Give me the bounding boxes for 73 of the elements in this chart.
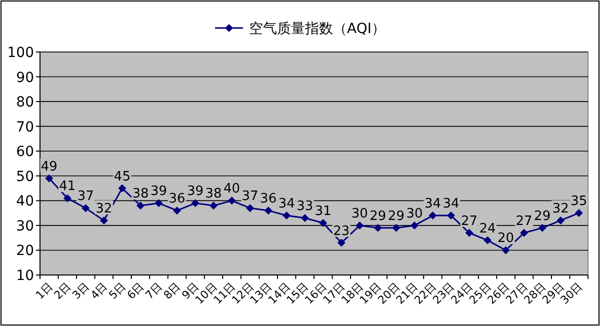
point: [319, 218, 328, 227]
data-label: 45: [114, 169, 130, 184]
y-tick-label: 90: [16, 70, 34, 86]
data-label: 27: [516, 214, 532, 229]
point: [282, 212, 291, 220]
data-label: 30: [406, 206, 423, 222]
point: [82, 204, 90, 212]
point: [374, 224, 382, 232]
legend-label: 空气质量指数（AQI）: [249, 21, 386, 37]
point: [538, 224, 546, 232]
point: [465, 228, 474, 237]
data-label: 29: [370, 208, 386, 224]
y-tick-label: 60: [16, 144, 34, 160]
data-label: 32: [96, 201, 112, 216]
point: [228, 196, 236, 205]
data-label: 39: [150, 184, 168, 200]
point: [574, 209, 583, 218]
point: [63, 194, 72, 202]
y-tick-label: 40: [16, 194, 34, 210]
data-label: 23: [333, 224, 350, 239]
point: [484, 236, 492, 244]
point: [300, 214, 309, 222]
point: [356, 221, 364, 230]
point: [337, 238, 346, 247]
point: [410, 221, 418, 230]
point: [392, 224, 400, 232]
point: [520, 228, 528, 237]
point: [191, 199, 200, 208]
data-label: 27: [460, 214, 478, 229]
data-label: 36: [168, 192, 186, 207]
point: [118, 184, 126, 192]
data-label: 30: [351, 206, 368, 222]
data-label: 37: [242, 189, 258, 204]
data-label: 32: [552, 201, 569, 216]
point: [210, 202, 218, 210]
data-label: 39: [186, 184, 204, 200]
data-label: 38: [205, 186, 222, 202]
point: [428, 212, 437, 220]
point: [173, 206, 181, 215]
data-label: 35: [570, 194, 588, 210]
data-label: 41: [59, 179, 76, 194]
data-label: 31: [314, 204, 332, 219]
y-tick-label: 80: [16, 94, 34, 111]
point: [447, 212, 455, 220]
data-label: 36: [260, 192, 277, 207]
point: [154, 199, 163, 208]
y-tick-label: 10: [16, 268, 34, 284]
y-tick-label: 30: [16, 218, 34, 234]
x-tick-label: 1日: [33, 280, 56, 302]
data-label: 29: [534, 208, 551, 224]
data-label: 40: [224, 182, 240, 197]
y-tick-label: 70: [16, 119, 34, 136]
point: [100, 216, 108, 224]
point: [246, 204, 254, 212]
data-label: 38: [132, 186, 149, 202]
point: [264, 206, 272, 215]
data-label: 20: [498, 231, 514, 246]
point: [45, 174, 54, 182]
data-label: 29: [388, 208, 404, 224]
y-tick-label: 20: [16, 243, 34, 260]
data-label: 37: [77, 189, 94, 204]
data-label: 33: [296, 199, 314, 214]
y-tick-label: 100: [7, 45, 34, 61]
point: [556, 216, 565, 224]
data-label: 34: [424, 196, 442, 212]
data-label: 34: [278, 196, 295, 212]
point: [502, 246, 510, 254]
y-tick-label: 50: [16, 168, 34, 185]
point: [136, 202, 144, 210]
x-tick-label: 3日: [70, 280, 92, 302]
data-label: 34: [442, 196, 460, 212]
data-label: 24: [479, 221, 496, 236]
data-label: 49: [40, 159, 58, 174]
